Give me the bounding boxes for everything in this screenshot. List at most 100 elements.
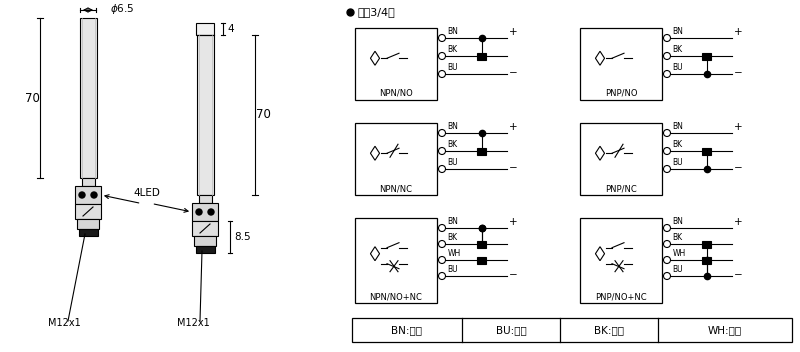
Circle shape <box>91 192 97 198</box>
Bar <box>702 52 711 59</box>
Text: BN: BN <box>673 27 683 36</box>
Text: 直涁3/4线: 直涁3/4线 <box>358 7 396 17</box>
Bar <box>195 246 214 253</box>
Text: BU:兰色: BU:兰色 <box>496 325 526 335</box>
Text: −: − <box>734 270 742 280</box>
Text: BK: BK <box>673 140 682 149</box>
Text: −: − <box>734 163 742 173</box>
Text: WH:白色: WH:白色 <box>708 325 742 335</box>
Polygon shape <box>595 51 605 65</box>
Bar <box>75 186 101 204</box>
Text: 4LED: 4LED <box>133 189 160 199</box>
Text: BK: BK <box>447 45 458 54</box>
Text: 8.5: 8.5 <box>234 232 250 242</box>
Bar <box>197 35 214 195</box>
Circle shape <box>663 272 670 279</box>
Text: BN: BN <box>673 122 683 131</box>
Bar <box>477 257 486 264</box>
Text: WH: WH <box>673 249 686 258</box>
Text: −: − <box>509 270 518 280</box>
Circle shape <box>438 240 446 247</box>
Text: PNP/NC: PNP/NC <box>605 184 637 193</box>
Text: BK: BK <box>673 233 682 242</box>
Text: +: + <box>734 217 742 227</box>
Circle shape <box>438 225 446 232</box>
Circle shape <box>438 52 446 59</box>
Circle shape <box>438 165 446 172</box>
Text: BN: BN <box>447 27 458 36</box>
Bar <box>192 203 218 221</box>
Text: +: + <box>509 122 518 132</box>
Polygon shape <box>595 146 605 160</box>
Circle shape <box>196 209 202 215</box>
Bar <box>702 257 711 264</box>
Bar <box>194 236 216 246</box>
Bar <box>477 240 486 247</box>
Text: BU: BU <box>673 158 683 167</box>
Text: BU: BU <box>673 265 683 274</box>
Circle shape <box>663 147 670 155</box>
Bar <box>580 123 662 195</box>
Bar <box>355 218 437 303</box>
Bar <box>77 219 99 229</box>
Text: WH: WH <box>447 249 461 258</box>
Text: 70: 70 <box>255 108 270 121</box>
Circle shape <box>663 165 670 172</box>
Text: $\phi$6.5: $\phi$6.5 <box>110 2 134 16</box>
Circle shape <box>663 225 670 232</box>
Text: PNP/NO+NC: PNP/NO+NC <box>595 292 647 301</box>
Bar <box>580 28 662 100</box>
Text: BU: BU <box>447 265 458 274</box>
Circle shape <box>438 34 446 42</box>
Text: BK:黑色: BK:黑色 <box>594 325 624 335</box>
Text: −: − <box>509 163 518 173</box>
Text: BN: BN <box>673 217 683 226</box>
Circle shape <box>663 257 670 264</box>
Bar <box>580 218 662 303</box>
Bar <box>477 52 486 59</box>
Circle shape <box>438 257 446 264</box>
Circle shape <box>663 240 670 247</box>
Text: 4: 4 <box>227 24 234 34</box>
Bar <box>196 23 214 35</box>
Bar <box>702 240 711 247</box>
Text: BK: BK <box>447 233 458 242</box>
Circle shape <box>79 192 85 198</box>
Polygon shape <box>370 247 379 261</box>
Text: BN: BN <box>447 217 458 226</box>
Text: M12x1: M12x1 <box>177 318 210 328</box>
Bar <box>82 178 94 186</box>
Text: BK: BK <box>673 45 682 54</box>
Bar <box>79 18 97 178</box>
Bar <box>192 221 218 236</box>
Bar <box>355 123 437 195</box>
Text: NPN/NO: NPN/NO <box>379 89 413 98</box>
Text: +: + <box>734 122 742 132</box>
Circle shape <box>663 130 670 137</box>
Polygon shape <box>370 146 379 160</box>
Text: BK: BK <box>447 140 458 149</box>
Bar <box>198 195 211 203</box>
Text: −: − <box>734 68 742 78</box>
Text: +: + <box>509 27 518 37</box>
Text: −: − <box>509 68 518 78</box>
Text: NPN/NC: NPN/NC <box>379 184 413 193</box>
Text: BU: BU <box>447 158 458 167</box>
Bar <box>352 318 792 342</box>
Polygon shape <box>370 51 379 65</box>
Bar <box>477 147 486 155</box>
Text: PNP/NO: PNP/NO <box>605 89 638 98</box>
Circle shape <box>663 34 670 42</box>
Circle shape <box>208 209 214 215</box>
Text: BN: BN <box>447 122 458 131</box>
Circle shape <box>438 130 446 137</box>
Polygon shape <box>595 247 605 261</box>
Text: +: + <box>509 217 518 227</box>
Bar <box>78 229 98 236</box>
Circle shape <box>438 147 446 155</box>
Text: BN:棕色: BN:棕色 <box>391 325 422 335</box>
Circle shape <box>663 70 670 77</box>
Text: BU: BU <box>447 63 458 72</box>
Text: NPN/NO+NC: NPN/NO+NC <box>370 292 422 301</box>
Circle shape <box>663 52 670 59</box>
